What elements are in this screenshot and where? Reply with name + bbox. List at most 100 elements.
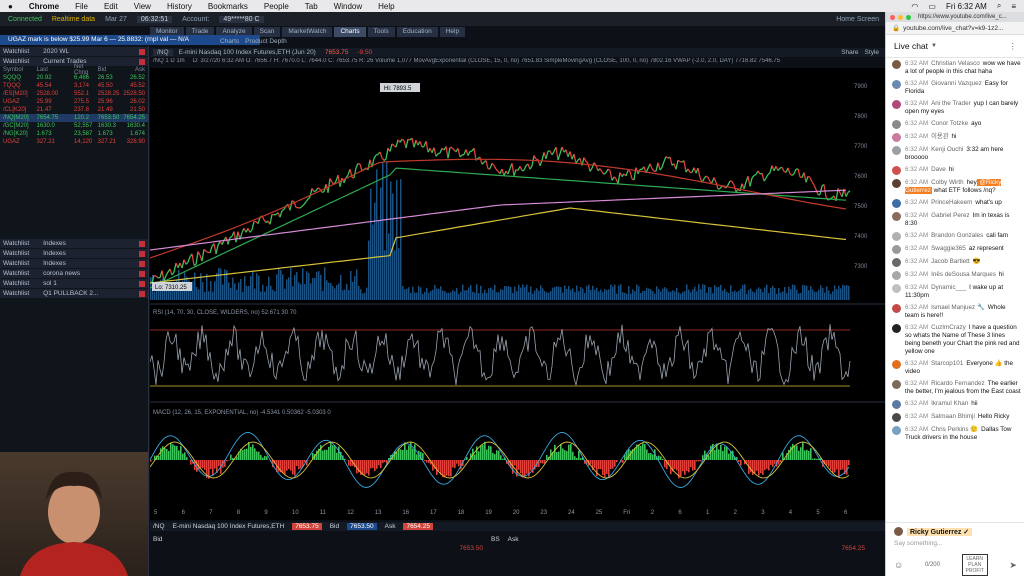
menu-edit[interactable]: Edit <box>103 1 118 11</box>
avatar[interactable] <box>892 304 901 313</box>
watchlist-name[interactable]: Q1 PULLBACK 2... <box>43 290 99 297</box>
chat-message[interactable]: 6:32 AM Christian Velasco wow we have a lo… <box>892 60 1021 76</box>
message-author[interactable]: Starcop101 <box>931 360 964 367</box>
avatar[interactable] <box>892 400 901 409</box>
search-icon[interactable]: ⌕ <box>996 1 1002 10</box>
col-ask[interactable]: Ask <box>135 67 146 73</box>
avatar[interactable] <box>892 80 901 89</box>
avatar[interactable] <box>892 100 901 109</box>
watchlist-name[interactable]: Indexes <box>43 250 66 257</box>
avatar[interactable] <box>892 271 901 280</box>
watchlist-header[interactable]: Watchlist Indexes <box>0 239 148 248</box>
watchlist-header[interactable]: Watchlist Current Trades <box>0 57 148 66</box>
message-author[interactable]: CuzImCrazy <box>931 324 966 331</box>
message-author[interactable]: PrinceHakeem <box>931 199 973 206</box>
col-net-chng[interactable]: Net Chng <box>74 64 89 76</box>
watchlist-row[interactable]: /NQ[M20] 7654.75 120.2 7653.50 7654.25 <box>0 114 148 122</box>
chat-message[interactable]: 6:32 AM Giovanni Vazquez Easy for Florida <box>892 80 1021 96</box>
watchlist-name[interactable]: Indexes <box>43 260 66 267</box>
avatar[interactable] <box>892 232 901 241</box>
message-author[interactable]: Dynamic___ <box>931 284 967 291</box>
tab-trade[interactable]: Trade <box>185 27 215 37</box>
message-author[interactable]: Ani the Trader <box>931 100 971 107</box>
menu-people[interactable]: People <box>263 1 289 11</box>
message-author[interactable]: Chris Perkins 🙂 <box>931 426 979 433</box>
symbol-field[interactable]: /NQ <box>153 49 173 56</box>
order-bid[interactable]: 7653.50 <box>347 523 377 530</box>
chat-message[interactable]: 6:32 AM Inês deSousa Marques hi <box>892 271 1021 280</box>
avatar[interactable] <box>892 360 901 369</box>
menu-view[interactable]: View <box>133 1 151 11</box>
menu-bookmarks[interactable]: Bookmarks <box>207 1 248 11</box>
message-author[interactable]: Ricardo Fernandez <box>931 380 985 387</box>
menu-file[interactable]: File <box>75 1 88 11</box>
home-screen-link[interactable]: Home Screen <box>836 15 879 23</box>
message-author[interactable]: Colby Wirth <box>931 179 964 186</box>
order-symbol[interactable]: /NQ <box>153 523 165 530</box>
send-icon[interactable]: ➤ <box>1009 559 1017 570</box>
avatar[interactable] <box>892 413 901 422</box>
chat-message[interactable]: 6:32 AM CuzImCrazy I have a question so wh… <box>892 324 1021 356</box>
address-bar[interactable]: 🔒 youtube.com/live_chat?v=k9-1z2... <box>886 22 1024 35</box>
tab-charts[interactable]: Charts <box>334 27 366 37</box>
order-ask[interactable]: 7654.25 <box>403 523 433 530</box>
menu-app-name[interactable]: Chrome <box>28 1 60 11</box>
watchlist-name[interactable]: 2020 WL <box>43 48 70 55</box>
chat-message[interactable]: 6:32 AM Gabriel Perez Im in texas is 8:30 <box>892 212 1021 228</box>
chat-message[interactable]: 6:32 AM Swaggie365 az represent <box>892 245 1021 254</box>
chat-message[interactable]: 6:32 AM 이용관 hi <box>892 133 1021 142</box>
address-text[interactable]: youtube.com/live_chat?v=k9-1z2... <box>903 24 1004 32</box>
link-color-icon[interactable] <box>139 260 145 267</box>
chat-message[interactable]: 6:32 AM Brandon Gonzales cali fam <box>892 232 1021 241</box>
ladder-right-price[interactable]: 7654.25 <box>841 545 866 552</box>
minimize-icon[interactable] <box>898 14 903 20</box>
tab-education[interactable]: Education <box>396 27 438 37</box>
watchlist-row[interactable]: TQQQ 45.54 3,174 45.50 45.52 <box>0 82 148 90</box>
share-button[interactable]: Share <box>841 49 859 56</box>
chat-message[interactable]: 6:32 AM Kenji Ouchi 3:32 am here brooooo <box>892 146 1021 162</box>
avatar[interactable] <box>892 324 901 333</box>
chevron-down-icon[interactable]: ▼ <box>931 43 937 49</box>
chat-message[interactable]: 6:32 AM Ismael Manjuez 🔧 Whole team is her… <box>892 304 1021 320</box>
battery-icon[interactable]: ▭ <box>928 1 936 11</box>
col-last[interactable]: Last <box>36 67 48 73</box>
link-color-icon[interactable] <box>139 240 145 247</box>
chat-message[interactable]: 6:32 AM Jacob Bartlett 😎 <box>892 258 1021 267</box>
chat-message[interactable]: 6:32 AM Salmaan Bhimji Hello Ricky <box>892 413 1021 422</box>
avatar[interactable] <box>892 426 901 435</box>
message-author[interactable]: Giovanni Vazquez <box>931 80 982 87</box>
avatar[interactable] <box>892 133 901 142</box>
ladder-left-price[interactable]: 7653.50 <box>459 545 484 552</box>
avatar[interactable] <box>892 179 901 188</box>
tab-help[interactable]: Help <box>439 27 466 37</box>
account-number[interactable]: 49*****80 C <box>219 15 264 23</box>
link-color-icon[interactable] <box>139 48 145 55</box>
clock[interactable]: Fri 6:32 AM <box>945 1 987 11</box>
watchlist-header[interactable]: Watchlist corona news <box>0 269 148 278</box>
watchlist-header[interactable]: Watchlist Q1 PULLBACK 2... <box>0 289 148 298</box>
avatar[interactable] <box>892 258 901 267</box>
tab-marketwatch[interactable]: MarketWatch <box>282 27 333 37</box>
chat-message[interactable]: 6:32 AM Ricardo Fernandez The earlier the … <box>892 380 1021 396</box>
live-chat-title[interactable]: Live chat <box>894 41 929 51</box>
subtab-charts[interactable]: Charts <box>220 38 240 45</box>
avatar[interactable] <box>892 166 901 175</box>
menu-list-icon[interactable]: ≡ <box>1011 1 1016 11</box>
style-button[interactable]: Style <box>864 49 879 56</box>
watchlist-row[interactable]: /GC[M20] 1630.0 52,557 1630.3 1630.4 <box>0 122 148 130</box>
watchlist-row[interactable]: /CL[K20] 21.47 237.8 21.49 21.50 <box>0 106 148 114</box>
link-color-icon[interactable] <box>139 280 145 287</box>
tab-scan[interactable]: Scan <box>253 27 281 37</box>
tab-analyze[interactable]: Analyze <box>216 27 252 37</box>
alert-banner[interactable]: UGAZ mark is below $25.99 Mar 6 — 25.883… <box>0 35 260 45</box>
chat-message[interactable]: 6:32 AM Dynamic___ I wake up at 11:30pm <box>892 284 1021 300</box>
menu-history[interactable]: History <box>166 1 192 11</box>
chat-message[interactable]: 6:32 AM Chris Perkins 🙂 Dallas Tow Truck d… <box>892 426 1021 442</box>
zoom-icon[interactable] <box>906 14 911 20</box>
chat-message[interactable]: 6:32 AM Colby Wirth hey @Ricky Gutierrez w… <box>892 179 1021 195</box>
chat-message[interactable]: 6:32 AM Conor Totzke ayo <box>892 120 1021 129</box>
message-author[interactable]: Inês deSousa Marques <box>931 271 996 278</box>
menu-tab[interactable]: Tab <box>304 1 318 11</box>
watchlist-header[interactable]: Watchlist Indexes <box>0 259 148 268</box>
watchlist-name[interactable]: corona news <box>43 270 80 277</box>
